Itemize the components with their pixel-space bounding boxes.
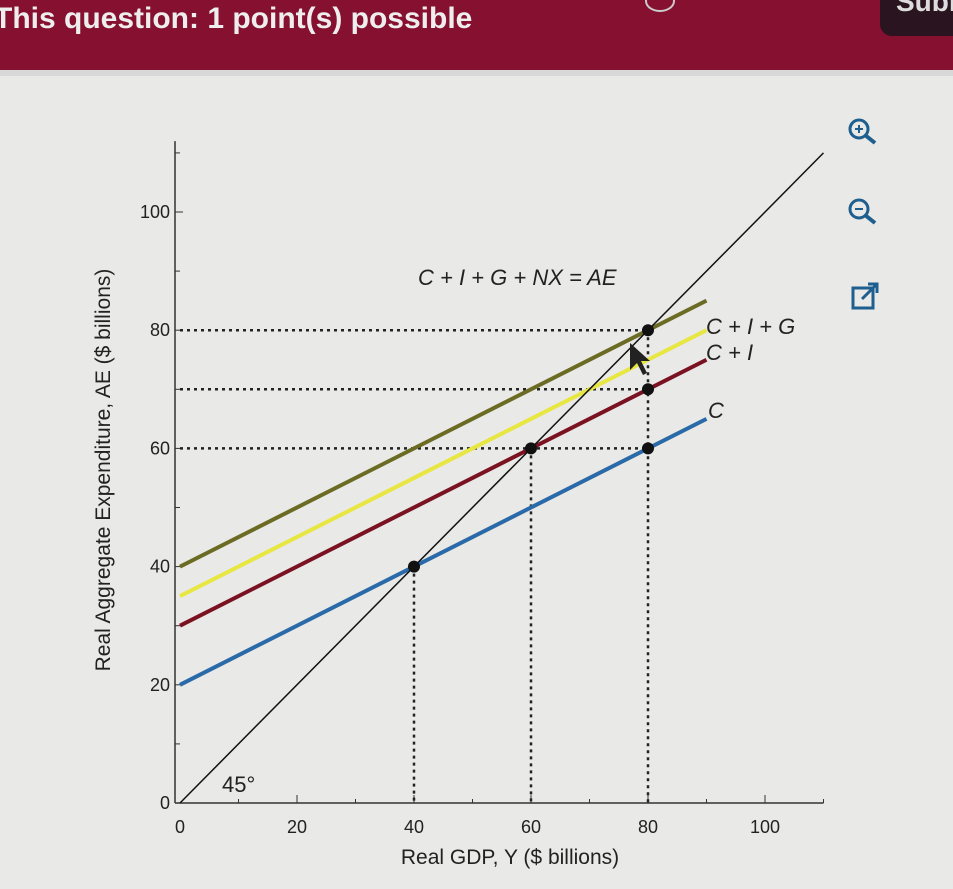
y-tick-label: 60 [150,438,170,458]
x-tick-label: 40 [404,817,424,837]
x-tick-label: 20 [287,817,307,837]
equilibrium-point [642,383,654,396]
y-tick-label: 40 [150,557,170,577]
equilibrium-point [642,442,654,455]
y-tick-label: 0 [160,793,170,813]
c-line [179,417,708,687]
ae-line [179,298,708,569]
zoom-out-icon[interactable] [845,195,879,229]
y-tick-label: 20 [150,675,170,695]
45-degree-line [179,152,825,804]
x-tick-label: 60 [521,817,541,837]
c-plus-i-line [179,357,708,628]
pop-out-icon[interactable] [848,280,882,314]
equilibrium-point [525,442,537,455]
y-axis-label: Real Aggregate Expenditure, AE ($ billio… [92,269,115,672]
question-header: This question: 1 point(s) possible Submi… [0,0,953,70]
question-points-text: This question: 1 point(s) possible [0,2,473,35]
y-tick-label: 100 [140,202,170,222]
x-tick-label: 100 [750,817,780,837]
angle-label: 45° [222,772,255,797]
y-tick-label: 80 [150,320,170,340]
label-ae: C + I + G + NX = AE [418,265,617,290]
equilibrium-point [408,560,420,573]
mouse-cursor-icon [630,343,650,375]
x-tick-label: 80 [638,817,658,837]
c-plus-i-plus-g-line [179,328,708,598]
label-c-plus-i: C + I [706,340,753,365]
zoom-in-icon[interactable] [845,115,879,149]
label-c-plus-i-plus-g: C + I + G [706,314,795,339]
settings-icon[interactable] [645,0,675,12]
x-axis-label: Real GDP, Y ($ billions) [401,846,619,869]
divider [0,70,953,76]
submit-button[interactable]: Submit [880,0,953,36]
equilibrium-point [642,324,654,337]
label-c: C [708,398,724,423]
x-tick-label: 0 [175,817,185,837]
